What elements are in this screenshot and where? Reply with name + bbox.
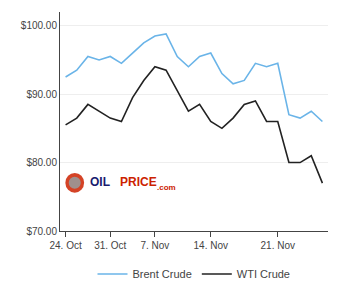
- svg-text:WTI Crude: WTI Crude: [237, 268, 290, 280]
- svg-text:Brent Crude: Brent Crude: [133, 268, 192, 280]
- svg-text:PRICE: PRICE: [120, 175, 157, 189]
- svg-text:$80.00: $80.00: [26, 157, 57, 168]
- svg-text:$90.00: $90.00: [26, 89, 57, 100]
- svg-text:OIL: OIL: [90, 175, 110, 189]
- svg-text:14. Nov: 14. Nov: [194, 240, 228, 251]
- svg-text:21. Nov: 21. Nov: [261, 240, 295, 251]
- svg-text:7. Nov: 7. Nov: [140, 240, 169, 251]
- svg-text:.com: .com: [157, 183, 176, 192]
- svg-text:$100.00: $100.00: [21, 20, 58, 31]
- svg-text:31. Oct: 31. Oct: [94, 240, 126, 251]
- svg-text:24. Oct: 24. Oct: [49, 240, 81, 251]
- svg-text:$70.00: $70.00: [26, 226, 57, 237]
